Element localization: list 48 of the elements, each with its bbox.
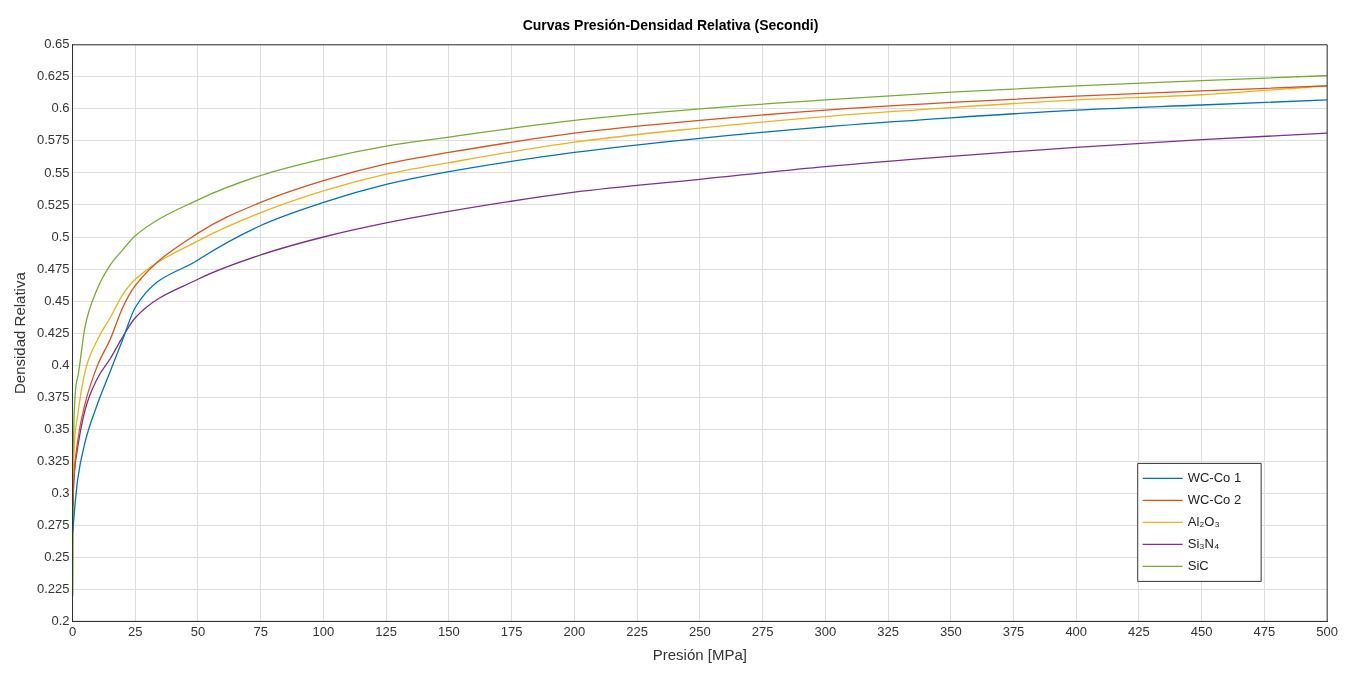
x-tick-label: 500: [1316, 623, 1339, 639]
x-tick-label: 75: [253, 623, 268, 639]
y-tick-label: 0.4: [51, 356, 70, 372]
legend-label: WC-Co 1: [1187, 469, 1242, 485]
legend-label: WC-Co 2: [1187, 491, 1242, 507]
chart-title: Curvas Presión-Densidad Relativa (Secondi): [522, 17, 819, 34]
y-tick-label: 0.3: [51, 484, 70, 500]
x-tick-label: 350: [939, 623, 962, 639]
x-tick-label: 25: [128, 623, 143, 639]
x-tick-label: 400: [1065, 623, 1088, 639]
y-tick-label: 0.2: [51, 612, 70, 628]
y-tick-label: 0.425: [36, 324, 70, 340]
y-tick-label: 0.65: [44, 36, 70, 52]
y-tick-label: 0.575: [36, 132, 70, 148]
x-tick-label: 175: [500, 623, 523, 639]
y-tick-label: 0.225: [36, 580, 70, 596]
x-tick-label: 150: [438, 623, 460, 639]
y-tick-label: 0.45: [44, 292, 70, 308]
x-axis-title: Presión [MPa]: [652, 646, 747, 664]
legend-label: SiC: [1187, 557, 1209, 573]
x-tick-label: 300: [814, 623, 837, 639]
x-tick-label: 275: [751, 623, 774, 639]
x-tick-label: 250: [688, 623, 711, 639]
y-tick-label: 0.5: [51, 228, 70, 244]
x-tick-label: 225: [626, 623, 648, 639]
x-tick-label: 125: [375, 623, 398, 639]
legend-label: Si₃N₄: [1187, 535, 1220, 551]
legend-label: Al₂O₃: [1187, 513, 1220, 529]
y-tick-label: 0.325: [36, 452, 70, 468]
y-tick-label: 0.25: [44, 548, 70, 564]
x-tick-label: 450: [1190, 623, 1213, 639]
y-tick-label: 0.525: [36, 196, 70, 212]
x-tick-label: 425: [1128, 623, 1150, 639]
y-tick-label: 0.35: [44, 420, 70, 436]
x-tick-label: 100: [312, 623, 335, 639]
y-tick-label: 0.625: [36, 68, 70, 84]
y-tick-label: 0.275: [36, 516, 70, 532]
x-tick-label: 325: [877, 623, 899, 639]
y-tick-label: 0.475: [36, 260, 70, 276]
y-axis-title: Densidad Relativa: [11, 271, 29, 394]
y-tick-label: 0.6: [51, 100, 70, 116]
x-tick-label: 50: [190, 623, 206, 639]
x-tick-label: 0: [68, 623, 77, 639]
y-tick-label: 0.375: [36, 388, 70, 404]
x-tick-label: 475: [1253, 623, 1276, 639]
y-tick-label: 0.55: [44, 164, 70, 180]
x-tick-label: 200: [563, 623, 586, 639]
x-tick-label: 375: [1002, 623, 1025, 639]
